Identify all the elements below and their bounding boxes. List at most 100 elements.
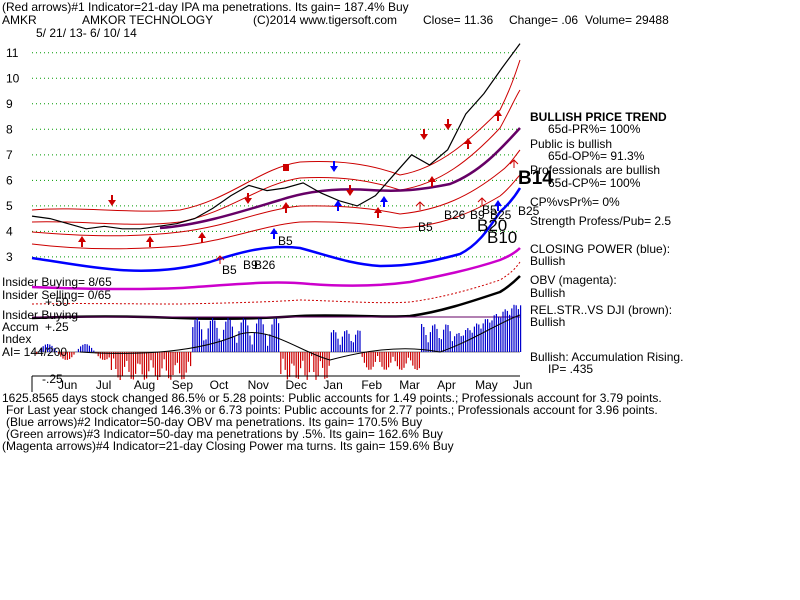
accum-bar	[449, 331, 451, 352]
accum-bar	[137, 352, 139, 364]
blue-arrow	[330, 161, 338, 172]
accum-bar	[106, 352, 108, 360]
red-arrow	[346, 185, 354, 196]
red-arrow	[78, 236, 86, 247]
x-tick-label: Nov	[248, 378, 269, 392]
accum-bar	[311, 352, 313, 357]
accum-bar	[399, 352, 401, 370]
accum-bar	[238, 331, 240, 352]
accum-bar	[218, 338, 220, 352]
accum-bar	[297, 352, 299, 379]
accum-bar	[509, 314, 511, 352]
accum-bar	[293, 352, 295, 366]
accum-bar	[165, 352, 167, 371]
accum-bar	[212, 318, 214, 352]
x-tick-label: Jun	[513, 378, 532, 392]
accum-bar	[412, 352, 414, 366]
accum-bar	[88, 345, 90, 352]
accum-bar	[251, 344, 253, 352]
blue-arrow	[380, 196, 388, 207]
accum-bar	[456, 333, 458, 352]
accum-bar	[471, 332, 473, 352]
accum-bar	[183, 352, 185, 379]
signal-b5: B5	[482, 203, 497, 217]
accum-bar	[306, 352, 308, 380]
accum-bar	[487, 319, 489, 352]
x-tick-label: Sep	[172, 378, 194, 392]
accum-bar	[64, 352, 66, 360]
accum-bar	[313, 352, 315, 372]
accum-bar	[60, 352, 62, 357]
accum-bar	[429, 332, 431, 352]
y-tick-labels: 3 4 5 6 7 8 9 10 11	[6, 46, 20, 264]
accum-bar	[247, 325, 249, 352]
y-tick-label: 5	[6, 199, 13, 213]
accum-bar	[416, 352, 418, 370]
accum-bar	[214, 320, 216, 352]
accum-bar	[339, 344, 341, 352]
accum-bar	[425, 335, 427, 352]
red-arrow	[244, 193, 252, 204]
accum-bar	[256, 323, 258, 352]
accum-bar	[121, 352, 123, 377]
accum-plus50: +.50	[45, 295, 69, 309]
y-tick-label: 9	[6, 97, 13, 111]
accum-bar	[366, 352, 368, 368]
accum-bar	[304, 352, 306, 376]
accum-bar	[36, 352, 38, 355]
accum-bar	[132, 352, 134, 380]
accum-bar	[506, 310, 508, 352]
x-tick-label: Feb	[361, 378, 382, 392]
x-tick-label: Jul	[96, 378, 111, 392]
accum-bar	[150, 352, 152, 361]
accum-bar	[80, 346, 82, 352]
signal-b5: B5	[418, 220, 433, 234]
accum-bar	[196, 318, 198, 352]
thin-red-arrow	[215, 255, 225, 264]
thin-red-arrow	[509, 159, 519, 168]
accum-bar	[394, 352, 396, 362]
lower-band	[31, 149, 521, 237]
accum-bar	[440, 339, 442, 352]
footer-line4: (Green arrows)#3 Indicator=50-day ma pen…	[6, 427, 443, 441]
pr-percent: 65d-PR%= 100%	[548, 122, 641, 136]
accum-bar	[291, 352, 293, 364]
x-tick-label: Apr	[437, 378, 456, 392]
accum-bar	[190, 352, 192, 367]
accum-bar	[352, 342, 354, 352]
red-arrow	[146, 236, 154, 247]
red-arrow	[444, 119, 452, 130]
accum-bar	[82, 344, 84, 352]
accum-bar	[278, 323, 280, 352]
accum-bar	[326, 352, 328, 378]
accum-bar	[289, 352, 291, 377]
accum-bar	[146, 352, 148, 379]
accum-bar	[401, 352, 403, 370]
accum-label: Accum	[2, 320, 39, 334]
accum-bar	[317, 352, 319, 376]
accum-bar	[40, 348, 42, 352]
accum-bar	[407, 352, 409, 358]
accum-bar	[445, 324, 447, 352]
professionals-bullish: Professionals are bullish	[530, 163, 661, 177]
signal-b9: B9	[470, 208, 485, 222]
accum-bar	[97, 352, 99, 357]
accum-bar	[201, 329, 203, 352]
accum-bar	[130, 352, 132, 379]
public-bullish: Public is bullish	[530, 137, 613, 151]
red-arrow	[108, 195, 116, 206]
accum-bar	[108, 352, 110, 358]
accum-bar	[335, 332, 337, 352]
accum-bar	[357, 330, 359, 352]
accum-bar	[344, 331, 346, 352]
accum-bar	[135, 352, 137, 374]
accum-bar	[194, 320, 196, 352]
accum-bar	[66, 352, 68, 360]
accum-bar	[84, 344, 86, 352]
accum-bar	[262, 324, 264, 352]
accum-bar	[396, 352, 398, 367]
signal-b25: B25	[490, 208, 512, 222]
insider-selling: Insider Selling= 0/65	[2, 288, 112, 302]
accum-bar	[181, 352, 183, 380]
accum-bar	[264, 333, 266, 352]
